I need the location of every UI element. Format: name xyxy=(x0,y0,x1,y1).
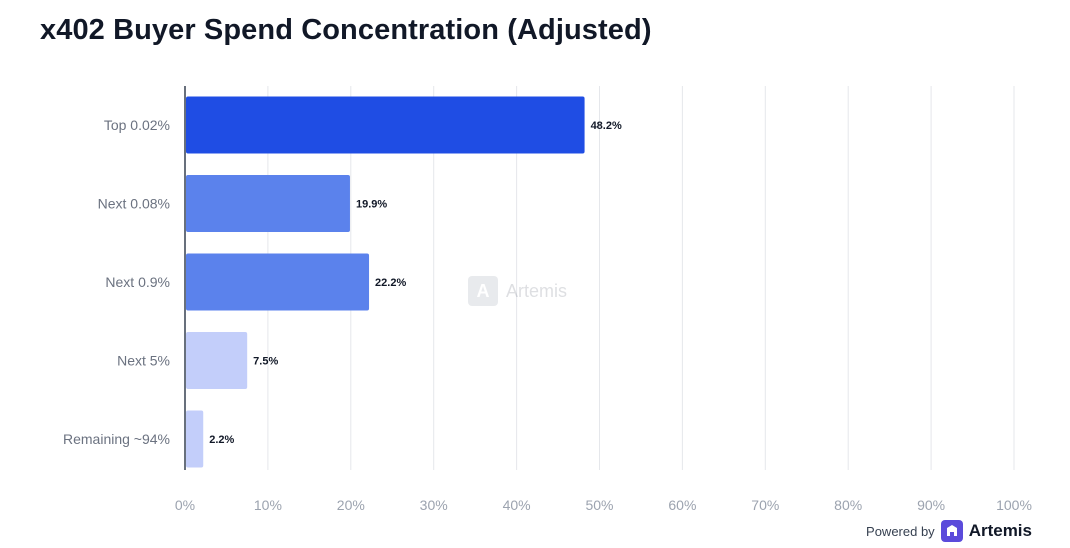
x-tick-label: 70% xyxy=(751,497,779,513)
bar xyxy=(186,175,350,232)
x-tick-label: 40% xyxy=(503,497,531,513)
bar xyxy=(186,332,248,389)
x-tick-label: 80% xyxy=(834,497,862,513)
category-labels: Top 0.02% Next 0.08% Next 0.9% Next 5% Remai… xyxy=(63,117,170,447)
powered-by-text: Powered by xyxy=(866,523,935,539)
x-tick-label: 50% xyxy=(585,497,613,513)
value-label: 48.2% xyxy=(591,120,622,132)
x-tick-labels: 0% 10% 20% 30% 40% 50% 60% 70% 80% 90% 100% xyxy=(175,497,1032,513)
x-tick-label: 100% xyxy=(996,497,1032,513)
bar xyxy=(186,96,585,154)
bar xyxy=(186,410,204,468)
category-label: Next 5% xyxy=(117,353,170,369)
artemis-brand-name: Artemis xyxy=(968,521,1032,540)
x-tick-label: 20% xyxy=(337,497,365,513)
watermark: A Artemis xyxy=(468,276,567,306)
x-tick-label: 30% xyxy=(420,497,448,513)
artemis-logo-icon: A xyxy=(468,276,498,306)
category-label: Top 0.02% xyxy=(104,117,170,133)
watermark-text: Artemis xyxy=(506,280,568,301)
powered-by-footer: Powered by Artemis xyxy=(866,520,1032,542)
value-label: 19.9% xyxy=(356,199,387,211)
x-tick-label: 0% xyxy=(175,497,195,513)
x-tick-label: 90% xyxy=(917,497,945,513)
category-label: Next 0.9% xyxy=(105,274,170,290)
x-tick-label: 10% xyxy=(254,497,282,513)
bar xyxy=(186,253,370,311)
category-label: Next 0.08% xyxy=(98,196,170,212)
value-label: 22.2% xyxy=(375,277,406,289)
artemis-brand-icon xyxy=(940,520,963,542)
chart-title: x402 Buyer Spend Concentration (Adjusted… xyxy=(40,14,652,46)
x-tick-label: 60% xyxy=(668,497,696,513)
bars xyxy=(186,96,585,468)
value-label: 2.2% xyxy=(209,434,234,446)
value-label: 7.5% xyxy=(253,356,278,368)
value-labels: 48.2% 19.9% 22.2% 7.5% 2.2% xyxy=(209,120,622,446)
category-label: Remaining ~94% xyxy=(63,431,170,447)
